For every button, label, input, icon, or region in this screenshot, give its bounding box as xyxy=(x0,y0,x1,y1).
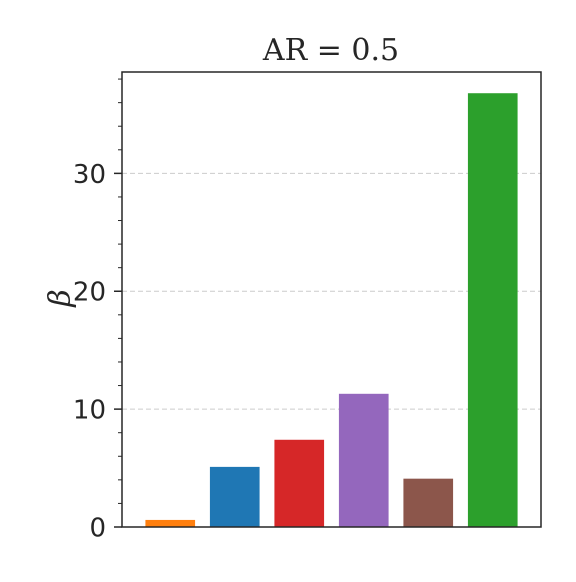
bar xyxy=(209,466,260,527)
y-axis-label: β xyxy=(43,289,78,307)
bar xyxy=(467,93,518,527)
y-tick-label: 0 xyxy=(89,514,106,544)
plot-frame xyxy=(121,71,542,528)
bar xyxy=(145,519,196,527)
y-tick-label: 30 xyxy=(73,160,106,190)
bar xyxy=(403,478,454,527)
chart-title: AR = 0.5 xyxy=(262,33,399,68)
y-tick-label: 10 xyxy=(73,396,106,426)
bar xyxy=(274,439,325,527)
y-tick-label: 20 xyxy=(73,278,106,308)
bar xyxy=(338,393,389,527)
